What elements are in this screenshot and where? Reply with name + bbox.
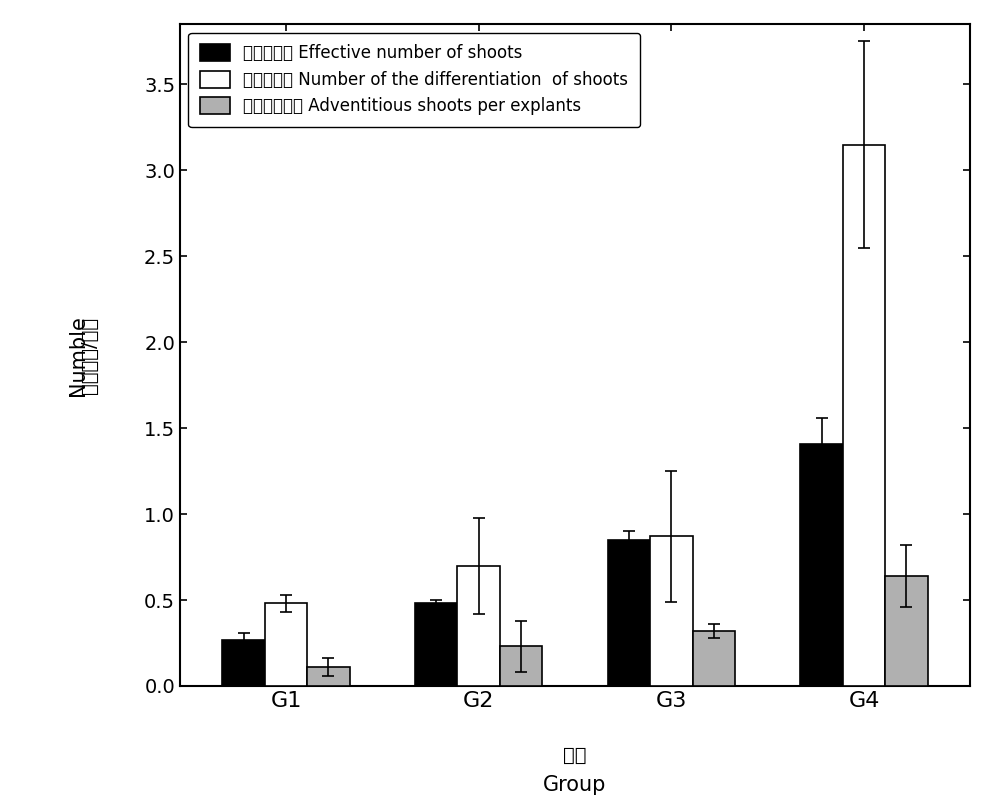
Text: Group: Group <box>543 776 607 795</box>
Bar <box>457 566 500 686</box>
Bar <box>843 144 885 686</box>
Y-axis label: Numble: Numble <box>68 315 88 395</box>
Bar <box>222 639 265 686</box>
Bar <box>885 576 928 686</box>
Bar <box>693 631 735 686</box>
Bar <box>500 646 542 686</box>
Bar <box>650 537 693 686</box>
Bar <box>307 667 350 686</box>
Legend: 有效新梳数 Effective number of shoots, 分化芽苗数 Number of the differentiation  of shoots: 有效新梳数 Effective number of shoots, 分化芽苗数 … <box>188 32 640 127</box>
Bar <box>608 540 650 686</box>
Bar <box>265 604 307 686</box>
Bar <box>800 444 843 686</box>
Text: 组合: 组合 <box>563 746 587 764</box>
Text: 个数（个/株）: 个数（个/株） <box>80 316 99 394</box>
Bar <box>415 604 457 686</box>
